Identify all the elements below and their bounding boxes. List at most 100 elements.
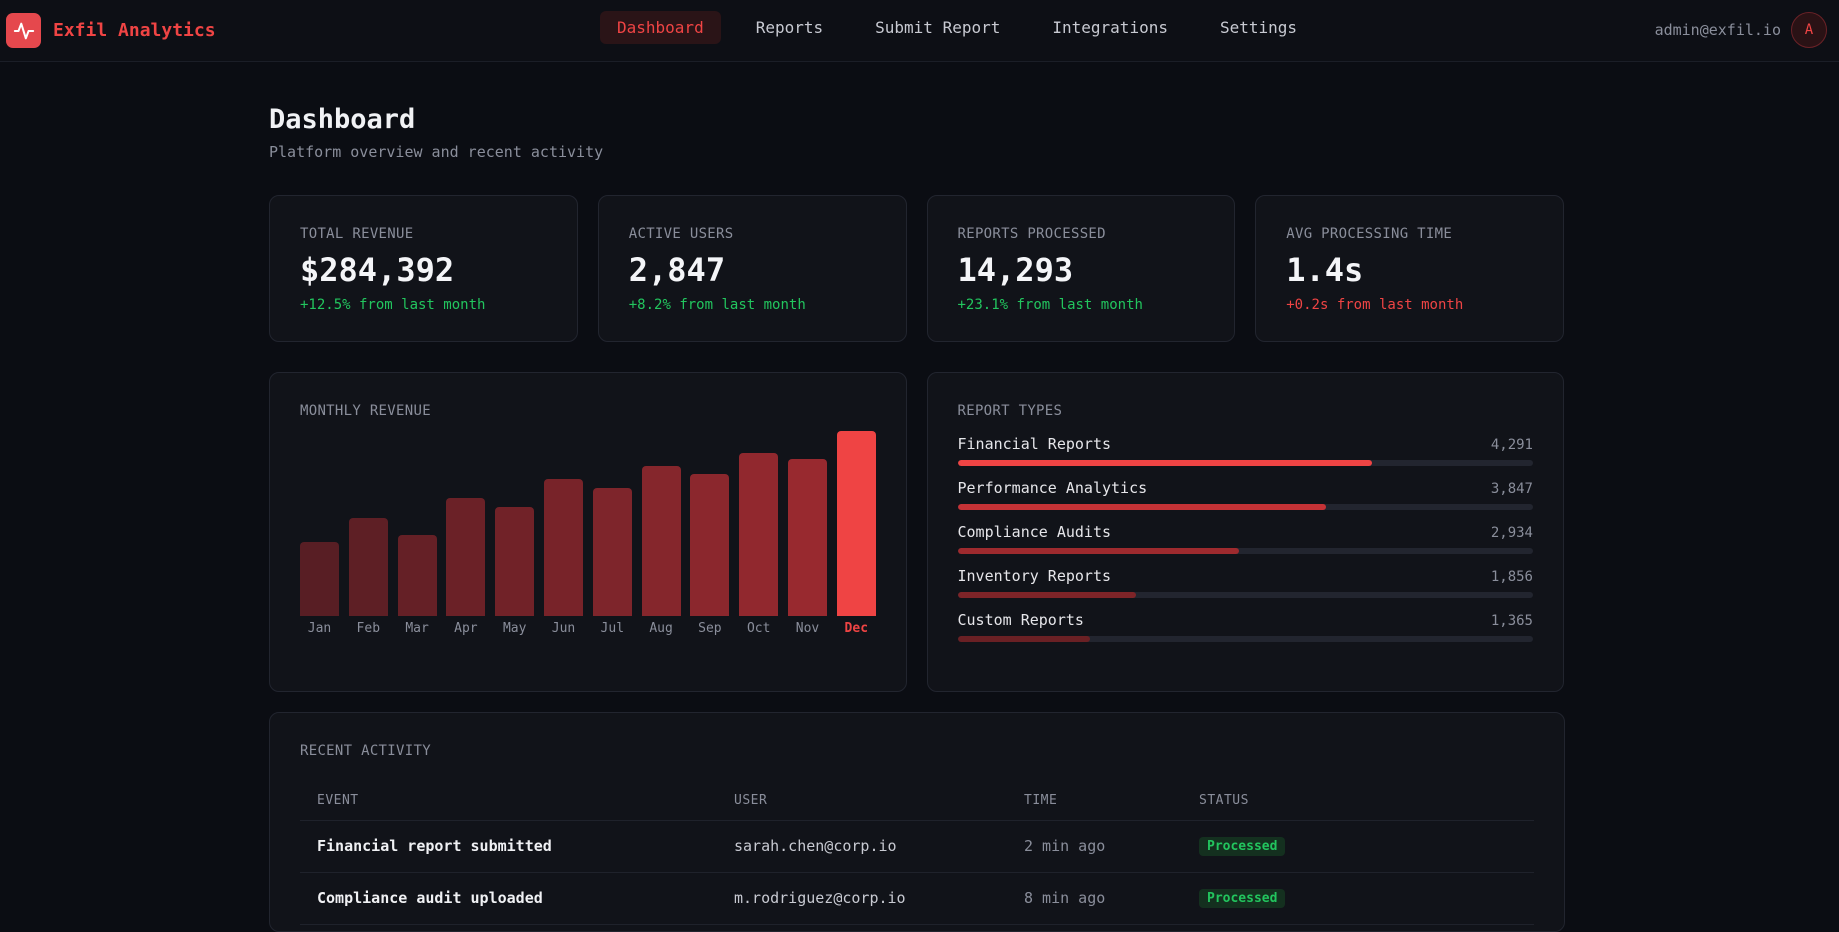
report-type-name: Custom Reports: [957, 611, 1084, 629]
progress-fill: [957, 592, 1136, 598]
report-type-count: 3,847: [1490, 481, 1533, 497]
activity-table: EVENT USER TIME STATUS Financial report …: [300, 783, 1534, 925]
column-header-user[interactable]: USER: [717, 783, 1007, 821]
report-type-row[interactable]: Compliance Audits 2,934: [957, 523, 1533, 554]
status-badge: Processed: [1199, 837, 1286, 856]
nav-integrations[interactable]: Integrations: [1052, 18, 1168, 37]
report-type-name: Performance Analytics: [957, 479, 1148, 497]
stat-change: +0.2s from last month: [1286, 297, 1464, 313]
x-tick-label: Feb: [356, 621, 381, 636]
nav-reports[interactable]: Reports: [755, 18, 824, 37]
report-type-name: Financial Reports: [957, 435, 1112, 453]
progress-fill: [957, 548, 1240, 554]
table-row[interactable]: Compliance audit uploaded m.rodriguez@co…: [300, 872, 1534, 925]
time-cell: 8 min ago: [1007, 872, 1182, 925]
column-header-event[interactable]: EVENT: [300, 783, 717, 821]
time-cell: 2 min ago: [1007, 820, 1182, 873]
stat-value: 1.4s: [1286, 251, 1364, 289]
report-type-count: 1,365: [1490, 613, 1533, 629]
report-type-row[interactable]: Custom Reports 1,365: [957, 611, 1533, 642]
page-subtitle: Platform overview and recent activity: [269, 143, 604, 161]
stat-card-users: ACTIVE USERS 2,847 +8.2% from last month: [597, 195, 907, 342]
bar-apr[interactable]: [446, 497, 486, 616]
stat-change: +12.5% from last month: [300, 297, 486, 313]
report-type-count: 1,856: [1490, 569, 1533, 585]
bar-mar[interactable]: [397, 534, 437, 616]
nav-settings[interactable]: Settings: [1219, 18, 1298, 37]
stat-label: AVG PROCESSING TIME: [1286, 226, 1453, 242]
progress-track: [957, 592, 1533, 598]
brand[interactable]: Exfil Analytics: [6, 13, 216, 48]
main-content: Dashboard Platform overview and recent a…: [269, 62, 1565, 932]
status-badge: Processed: [1199, 889, 1286, 908]
bar-dec[interactable]: [836, 431, 876, 616]
stat-card-reports: REPORTS PROCESSED 14,293 +23.1% from las…: [926, 195, 1236, 342]
progress-fill: [957, 636, 1090, 642]
stat-label: ACTIVE USERS: [628, 226, 734, 242]
monthly-revenue-panel: MONTHLY REVENUE Jan Feb Mar Apr May Jun Jul Aug…: [269, 372, 907, 692]
progress-track: [957, 460, 1533, 466]
report-types-panel: REPORT TYPES Financial Reports 4,291 Perfo…: [926, 372, 1564, 692]
column-header-status[interactable]: STATUS: [1182, 783, 1534, 821]
report-type-name: Compliance Audits: [957, 523, 1112, 541]
bar-aug[interactable]: [641, 466, 681, 616]
bar-jan[interactable]: [300, 542, 339, 616]
bar-sep[interactable]: [690, 473, 730, 616]
status-cell: Processed: [1182, 820, 1534, 873]
bar-jun[interactable]: [544, 479, 583, 616]
stat-card-revenue: TOTAL REVENUE $284,392 +12.5% from last …: [269, 195, 578, 342]
bar-oct[interactable]: [739, 453, 779, 616]
stat-value: $284,392: [300, 251, 455, 289]
x-tick-label: Mar: [405, 621, 429, 636]
top-nav: Exfil Analytics Dashboard Reports Submit…: [0, 0, 1839, 62]
user-cell: sarah.chen@corp.io: [717, 820, 1007, 873]
main-nav: Dashboard Reports Submit Report Integrat…: [600, 11, 1314, 44]
user-cell: m.rodriguez@corp.io: [717, 872, 1007, 925]
stat-value: 2,847: [628, 251, 726, 289]
bar-jul[interactable]: [592, 488, 632, 616]
progress-track: [957, 636, 1533, 642]
page-title: Dashboard: [269, 104, 416, 135]
x-tick-label: Jun: [551, 621, 576, 636]
user-menu[interactable]: admin@exfil.io A: [1655, 12, 1827, 48]
table-header-row: EVENT USER TIME STATUS: [300, 783, 1534, 821]
x-tick-label: Oct: [746, 621, 771, 636]
report-type-count: 2,934: [1490, 525, 1533, 541]
stat-card-processing-time: AVG PROCESSING TIME 1.4s +0.2s from last…: [1255, 195, 1564, 342]
report-type-count: 4,291: [1490, 437, 1533, 453]
bar-nov[interactable]: [788, 458, 827, 616]
user-email: admin@exfil.io: [1654, 21, 1781, 39]
event-cell: Financial report submitted: [300, 820, 717, 873]
report-type-name: Inventory Reports: [957, 567, 1112, 585]
stat-label: REPORTS PROCESSED: [957, 226, 1106, 242]
nav-submit-report[interactable]: Submit Report: [875, 18, 1001, 37]
recent-activity-panel: RECENT ACTIVITY EVENT USER TIME STATUS F…: [269, 712, 1565, 932]
revenue-bar-chart: Jan Feb Mar Apr May Jun Jul Aug Sep Oct Nov Dec: [300, 431, 876, 636]
x-tick-label: May: [502, 621, 527, 636]
report-type-row[interactable]: Financial Reports 4,291: [957, 435, 1533, 466]
stat-change: +23.1% from last month: [957, 297, 1143, 313]
progress-track: [957, 548, 1533, 554]
bar-feb[interactable]: [348, 517, 388, 616]
progress-track: [957, 504, 1533, 510]
pulse-icon: [6, 13, 41, 48]
stat-value: 14,293: [957, 251, 1074, 289]
x-tick-label: Aug: [649, 621, 673, 636]
stat-label: TOTAL REVENUE: [300, 226, 414, 242]
avatar[interactable]: A: [1791, 12, 1827, 48]
panel-title: RECENT ACTIVITY: [300, 743, 431, 759]
x-tick-label: Sep: [698, 621, 722, 636]
x-tick-label: Jan: [307, 621, 332, 636]
report-type-row[interactable]: Performance Analytics 3,847: [957, 479, 1533, 510]
table-row[interactable]: Financial report submitted sarah.chen@co…: [300, 820, 1534, 873]
report-type-row[interactable]: Inventory Reports 1,856: [957, 567, 1533, 598]
panel-title: REPORT TYPES: [957, 403, 1063, 419]
brand-name: Exfil Analytics: [53, 20, 216, 41]
nav-dashboard[interactable]: Dashboard: [600, 11, 721, 44]
column-header-time[interactable]: TIME: [1007, 783, 1182, 821]
x-tick-label: Dec: [844, 621, 869, 636]
bar-may[interactable]: [495, 506, 535, 616]
x-tick-label: Jul: [600, 621, 625, 636]
stat-cards: TOTAL REVENUE $284,392 +12.5% from last …: [269, 195, 1564, 342]
progress-fill: [957, 460, 1372, 466]
